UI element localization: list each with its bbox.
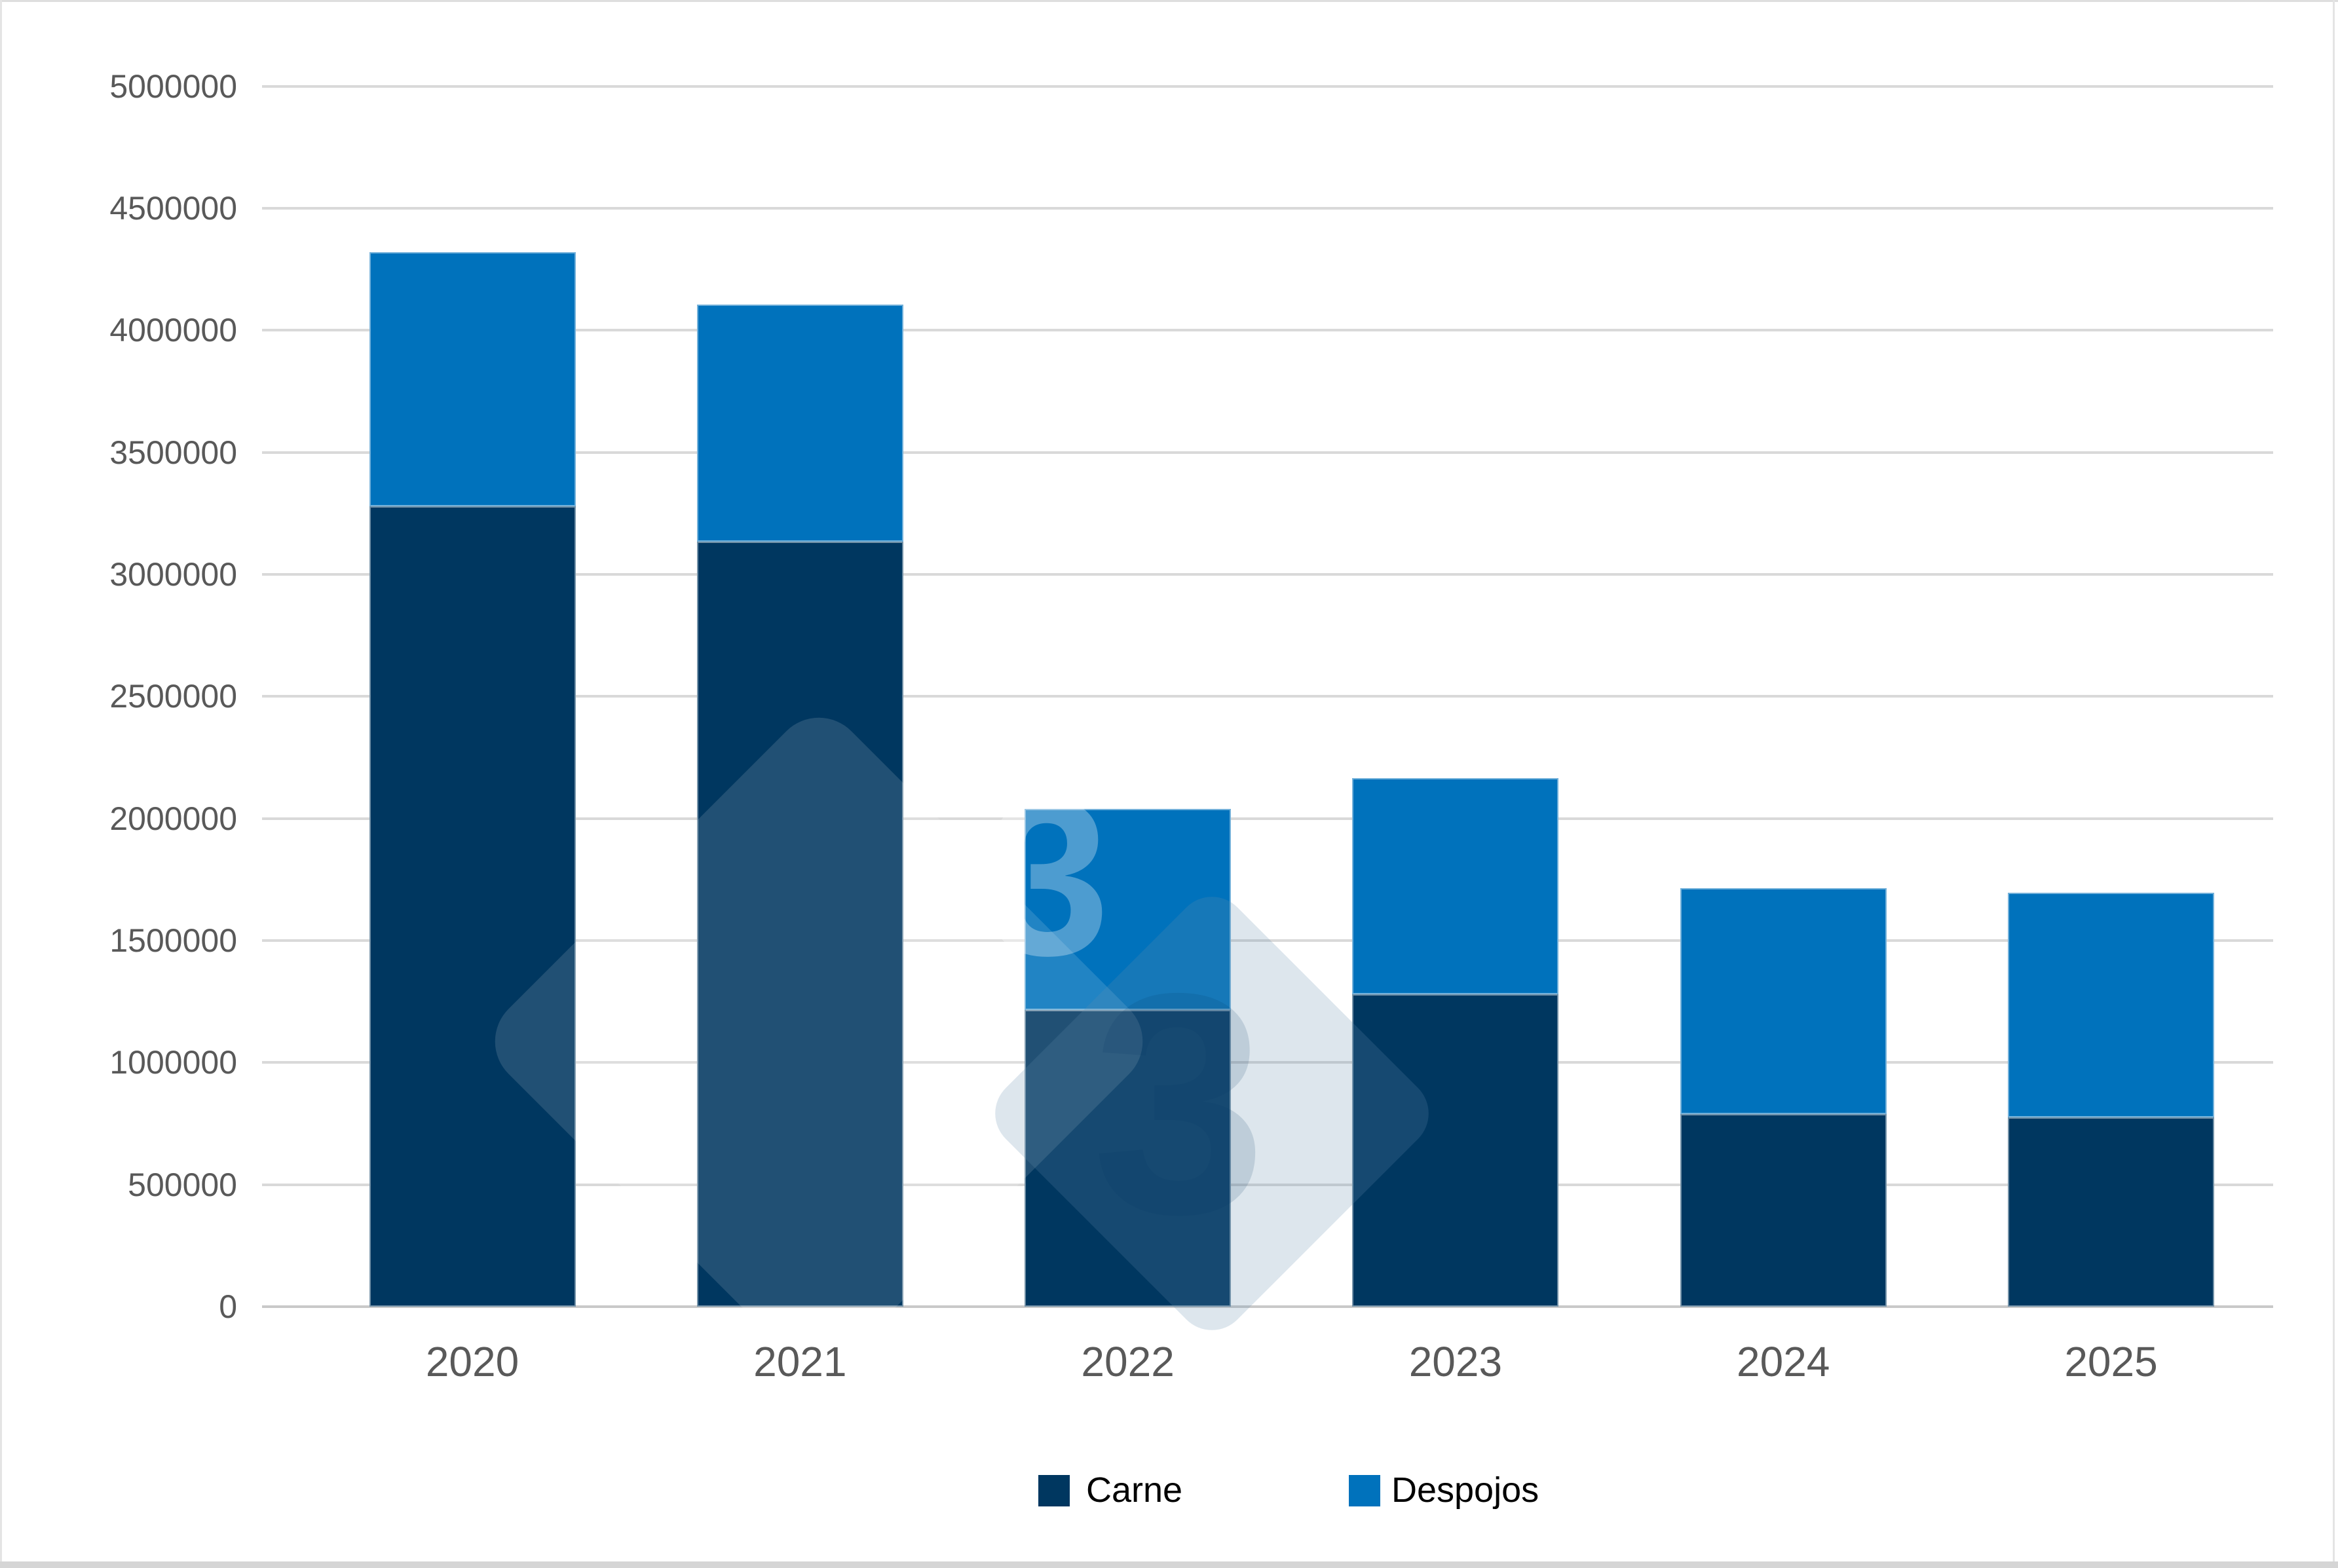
x-axis-label-2024: 2024 — [1737, 1338, 1830, 1385]
y-axis-tick-label: 5000000 — [109, 67, 237, 105]
bar-segment-carne-2022 — [1025, 1010, 1232, 1307]
bar-segment-carne-2025 — [2008, 1117, 2214, 1307]
frame-left-border — [0, 0, 2, 1568]
gridline — [262, 451, 2273, 454]
x-axis-label-2025: 2025 — [2064, 1338, 2158, 1385]
bar-segment-carne-2021 — [696, 541, 903, 1307]
x-axis-label-2022: 2022 — [1081, 1338, 1175, 1385]
bar-segment-carne-2024 — [1680, 1113, 1887, 1307]
gridline — [262, 84, 2273, 88]
gridline — [262, 1183, 2273, 1186]
x-axis-label-2020: 2020 — [425, 1338, 519, 1385]
gridline — [262, 1305, 2273, 1308]
y-axis-tick-label: 4500000 — [109, 189, 237, 227]
bar-segment-carne-2023 — [1352, 994, 1559, 1307]
y-axis-tick-label: 2000000 — [109, 800, 237, 837]
y-axis-tick-label: 3500000 — [109, 434, 237, 471]
frame-right-border — [2333, 0, 2335, 1568]
x-axis-label-2021: 2021 — [753, 1338, 847, 1385]
bar-segment-despojos-2020 — [369, 252, 576, 506]
legend-swatch-carne — [1038, 1475, 1070, 1506]
legend-swatch-despojos — [1349, 1475, 1380, 1506]
bar-segment-despojos-2022 — [1025, 808, 1232, 1011]
bar-segment-despojos-2024 — [1680, 887, 1887, 1114]
y-axis-tick-label: 1500000 — [109, 922, 237, 959]
y-axis-tick-label: 4000000 — [109, 312, 237, 349]
gridline — [262, 695, 2273, 698]
y-axis-tick-label: 1000000 — [109, 1044, 237, 1081]
legend-label-carne: Carne — [1086, 1470, 1183, 1510]
gridline — [262, 1061, 2273, 1064]
gridline — [262, 817, 2273, 820]
gridline — [262, 329, 2273, 332]
gridline — [262, 206, 2273, 210]
frame-bottom-border — [0, 1561, 2338, 1568]
x-axis-label-2023: 2023 — [1408, 1338, 1503, 1385]
y-axis-tick-label: 500000 — [128, 1166, 237, 1203]
y-axis-tick-label: 2500000 — [109, 678, 237, 715]
y-axis-tick-label: 0 — [219, 1288, 237, 1325]
bar-segment-carne-2020 — [369, 506, 576, 1307]
frame-top-border — [0, 0, 2338, 2]
bar-segment-despojos-2023 — [1352, 778, 1559, 994]
legend-label-despojos: Despojos — [1391, 1470, 1539, 1510]
y-axis-tick-label: 3000000 — [109, 555, 237, 593]
gridline — [262, 572, 2273, 576]
gridline — [262, 939, 2273, 942]
bar-segment-despojos-2025 — [2008, 893, 2214, 1118]
bar-segment-despojos-2021 — [696, 305, 903, 542]
